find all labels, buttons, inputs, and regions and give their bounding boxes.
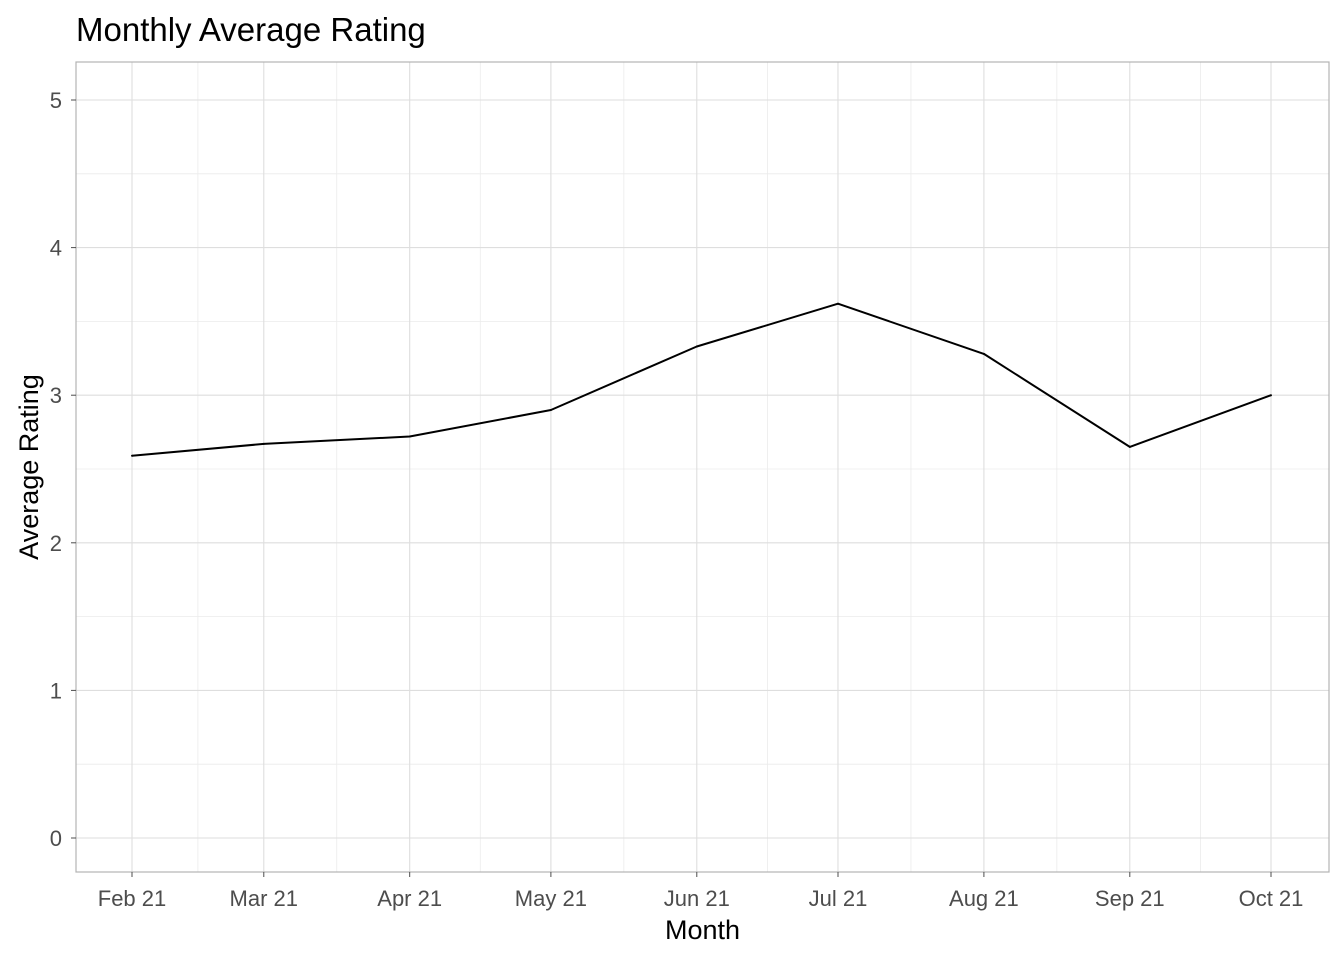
- data-point: [836, 302, 839, 305]
- minor-gridlines: [76, 62, 1329, 872]
- plot-panel-border: [75, 61, 1330, 873]
- y-tick-label: 5: [50, 88, 62, 113]
- data-point: [131, 454, 133, 457]
- data-point: [1270, 394, 1272, 397]
- x-tick-label: Sep 21: [1095, 886, 1165, 911]
- x-axis: Feb 21 Mar 21 Apr 21 May 21 Jun 21 Jul 21 Aug …: [98, 872, 1304, 911]
- x-tick-label: Oct 21: [1239, 886, 1304, 911]
- data-point: [262, 442, 265, 445]
- data-point: [408, 435, 411, 438]
- series-layer: [131, 302, 1272, 457]
- y-axis-title: Average Rating: [14, 374, 44, 560]
- y-tick-label: 0: [50, 826, 62, 851]
- x-tick-label: Jun 21: [664, 886, 730, 911]
- data-point: [695, 345, 698, 348]
- data-point: [1128, 445, 1131, 448]
- y-axis: 0 1 2 3 4 5: [50, 88, 76, 851]
- data-point: [549, 408, 552, 411]
- y-tick-label: 1: [50, 678, 62, 703]
- y-tick-label: 4: [50, 236, 62, 261]
- major-gridlines: [76, 62, 1329, 872]
- x-tick-label: Aug 21: [949, 886, 1019, 911]
- x-tick-label: Mar 21: [230, 886, 298, 911]
- y-tick-label: 2: [50, 531, 62, 556]
- data-point: [982, 352, 985, 355]
- x-axis-title: Month: [665, 915, 740, 945]
- x-tick-label: Jul 21: [809, 886, 868, 911]
- series-line: [131, 302, 1272, 457]
- x-tick-label: Apr 21: [377, 886, 442, 911]
- x-tick-label: Feb 21: [98, 886, 167, 911]
- x-tick-label: May 21: [515, 886, 587, 911]
- chart-title: Monthly Average Rating: [76, 11, 426, 48]
- y-tick-label: 3: [50, 383, 62, 408]
